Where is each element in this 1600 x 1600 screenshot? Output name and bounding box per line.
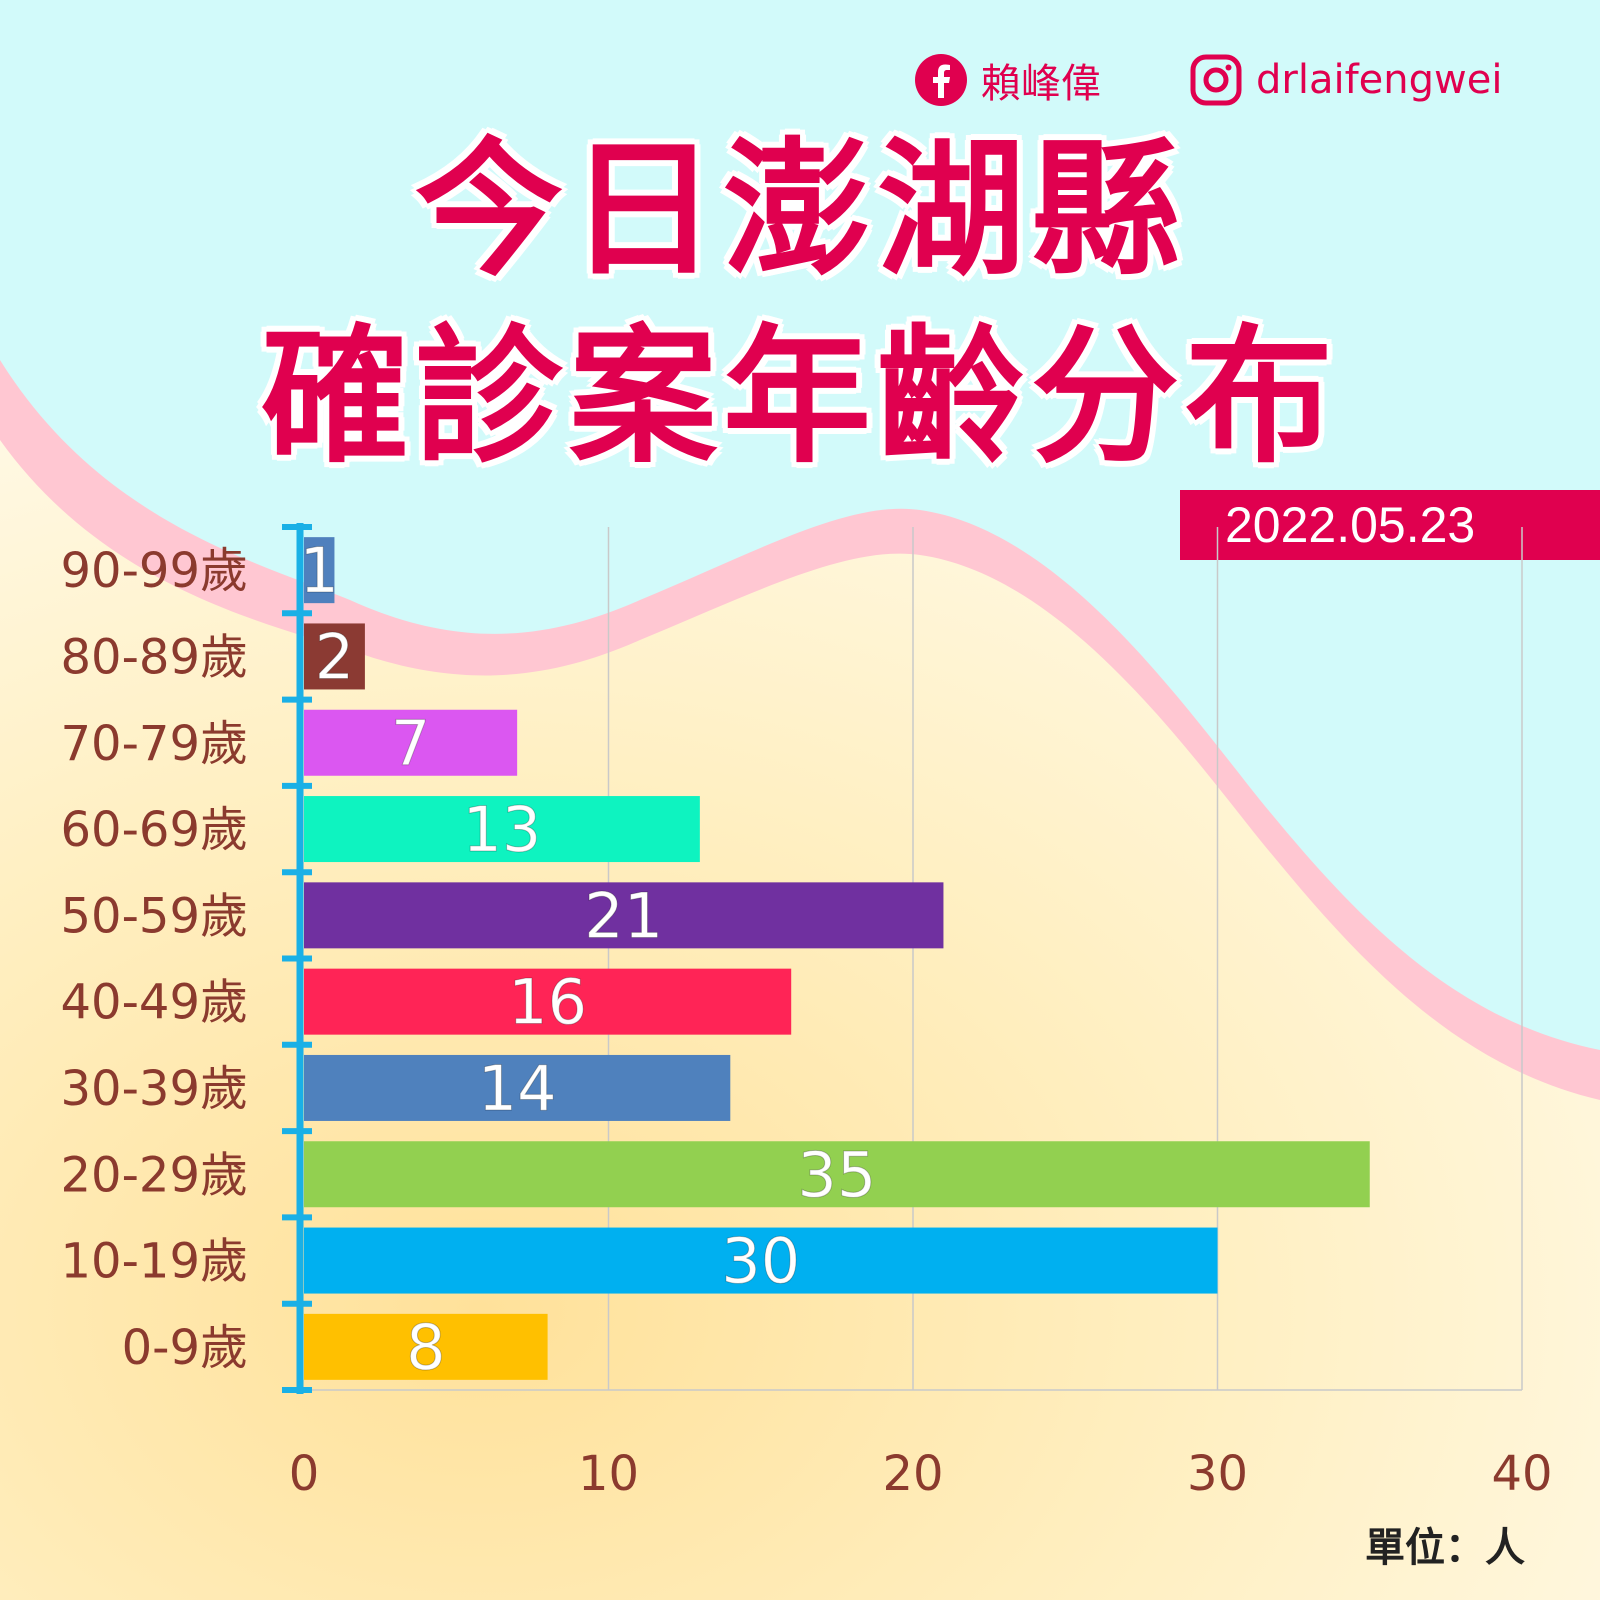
category-label: 30-39歲	[61, 1061, 248, 1117]
category-label: 50-59歲	[61, 888, 248, 944]
page-title-line1: 今日澎湖縣	[415, 124, 1185, 296]
instagram-link[interactable]: drlaifengwei	[1190, 52, 1502, 108]
bar	[304, 882, 944, 949]
data-label: 16	[508, 966, 587, 1039]
x-tick-label: 20	[882, 1446, 943, 1502]
facebook-name: 賴峰偉	[981, 61, 1101, 107]
category-label: 80-89歲	[61, 629, 248, 685]
data-label: 21	[584, 879, 663, 952]
category-label: 90-99歲	[61, 543, 248, 599]
bar	[304, 968, 792, 1035]
bar	[304, 623, 365, 690]
category-label: 20-29歲	[61, 1147, 248, 1203]
data-label: 30	[721, 1225, 800, 1298]
data-label: 35	[797, 1138, 876, 1211]
category-label: 0-9歲	[122, 1320, 248, 1376]
instagram-handle: drlaifengwei	[1256, 57, 1503, 103]
bar	[304, 537, 335, 604]
category-label: 10-19歲	[61, 1234, 248, 1290]
facebook-icon	[915, 54, 967, 106]
bar	[304, 796, 700, 863]
category-label: 70-79歲	[61, 716, 248, 772]
data-label: 13	[462, 793, 541, 866]
bar	[304, 1141, 1370, 1208]
bar	[304, 1054, 731, 1121]
category-label: 40-49歲	[61, 975, 248, 1031]
data-label: 8	[406, 1311, 445, 1384]
date-badge: 2022.05.23	[1180, 490, 1600, 560]
x-tick-label: 10	[578, 1446, 639, 1502]
data-label: 7	[391, 707, 430, 780]
instagram-icon	[1190, 54, 1242, 106]
data-label: 14	[478, 1052, 557, 1125]
page-title-line2: 確診案年齡分布	[261, 311, 1339, 483]
x-tick-label: 30	[1187, 1446, 1248, 1502]
x-tick-label: 0	[289, 1446, 320, 1502]
x-tick-label: 40	[1491, 1446, 1552, 1502]
bar	[304, 709, 518, 776]
data-label: 1	[299, 534, 338, 607]
bar	[304, 1227, 1218, 1294]
category-label: 60-69歲	[61, 802, 248, 858]
facebook-link[interactable]: 賴峰偉	[915, 52, 1101, 108]
unit-note: 單位：人	[1365, 1525, 1525, 1571]
data-label: 2	[315, 620, 354, 693]
bar	[304, 1313, 548, 1380]
